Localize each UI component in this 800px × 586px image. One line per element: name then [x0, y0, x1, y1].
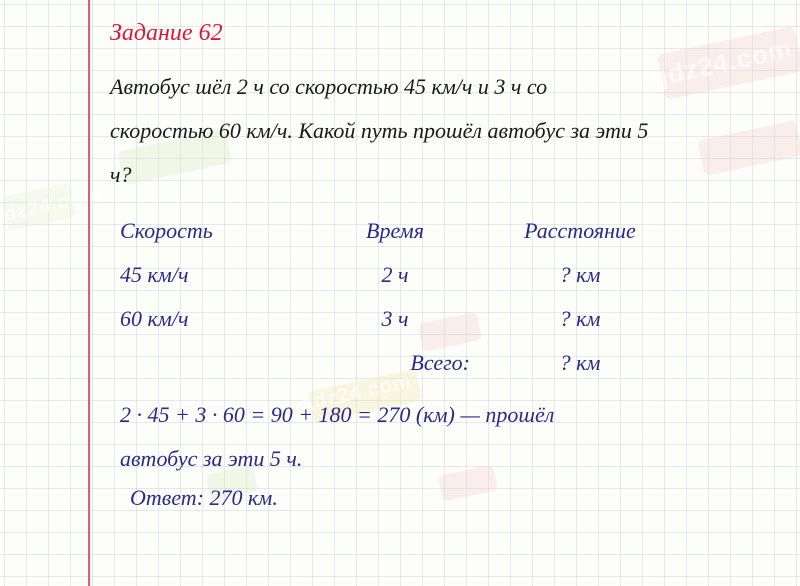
problem-line: скоростью 60 км/ч. Какой путь прошёл авт…: [110, 109, 780, 153]
data-table: Скорость Время Расстояние 45 км/ч 2 ч ? …: [110, 209, 780, 385]
final-answer: Ответ: 270 км.: [110, 485, 780, 511]
problem-statement: Автобус шёл 2 ч со скоростью 45 км/ч и 3…: [110, 65, 780, 197]
table-row: 45 км/ч 2 ч ? км: [110, 253, 780, 297]
header-speed: Скорость: [110, 218, 310, 244]
total-value: ? км: [480, 350, 680, 376]
task-title: Задание 62: [110, 20, 780, 47]
solution-line: автобус за эти 5 ч.: [120, 437, 780, 481]
cell-distance: ? км: [480, 306, 680, 332]
page-content: Задание 62 Автобус шёл 2 ч со скоростью …: [110, 20, 780, 511]
header-distance: Расстояние: [480, 218, 680, 244]
problem-line: Автобус шёл 2 ч со скоростью 45 км/ч и 3…: [110, 65, 780, 109]
cell-speed: 45 км/ч: [110, 262, 310, 288]
cell-speed: 60 км/ч: [110, 306, 310, 332]
solution-work: 2 · 45 + 3 · 60 = 90 + 180 = 270 (км) — …: [110, 393, 780, 481]
table-row: 60 км/ч 3 ч ? км: [110, 297, 780, 341]
total-label: Всего:: [310, 350, 480, 376]
header-time: Время: [310, 218, 480, 244]
notebook-margin-line: [88, 0, 90, 586]
cell-time: 2 ч: [310, 262, 480, 288]
cell-distance: ? км: [480, 262, 680, 288]
table-total-row: Всего: ? км: [110, 341, 780, 385]
problem-line: ч?: [110, 153, 780, 197]
cell-time: 3 ч: [310, 306, 480, 332]
solution-line: 2 · 45 + 3 · 60 = 90 + 180 = 270 (км) — …: [120, 393, 780, 437]
table-header-row: Скорость Время Расстояние: [110, 209, 780, 253]
